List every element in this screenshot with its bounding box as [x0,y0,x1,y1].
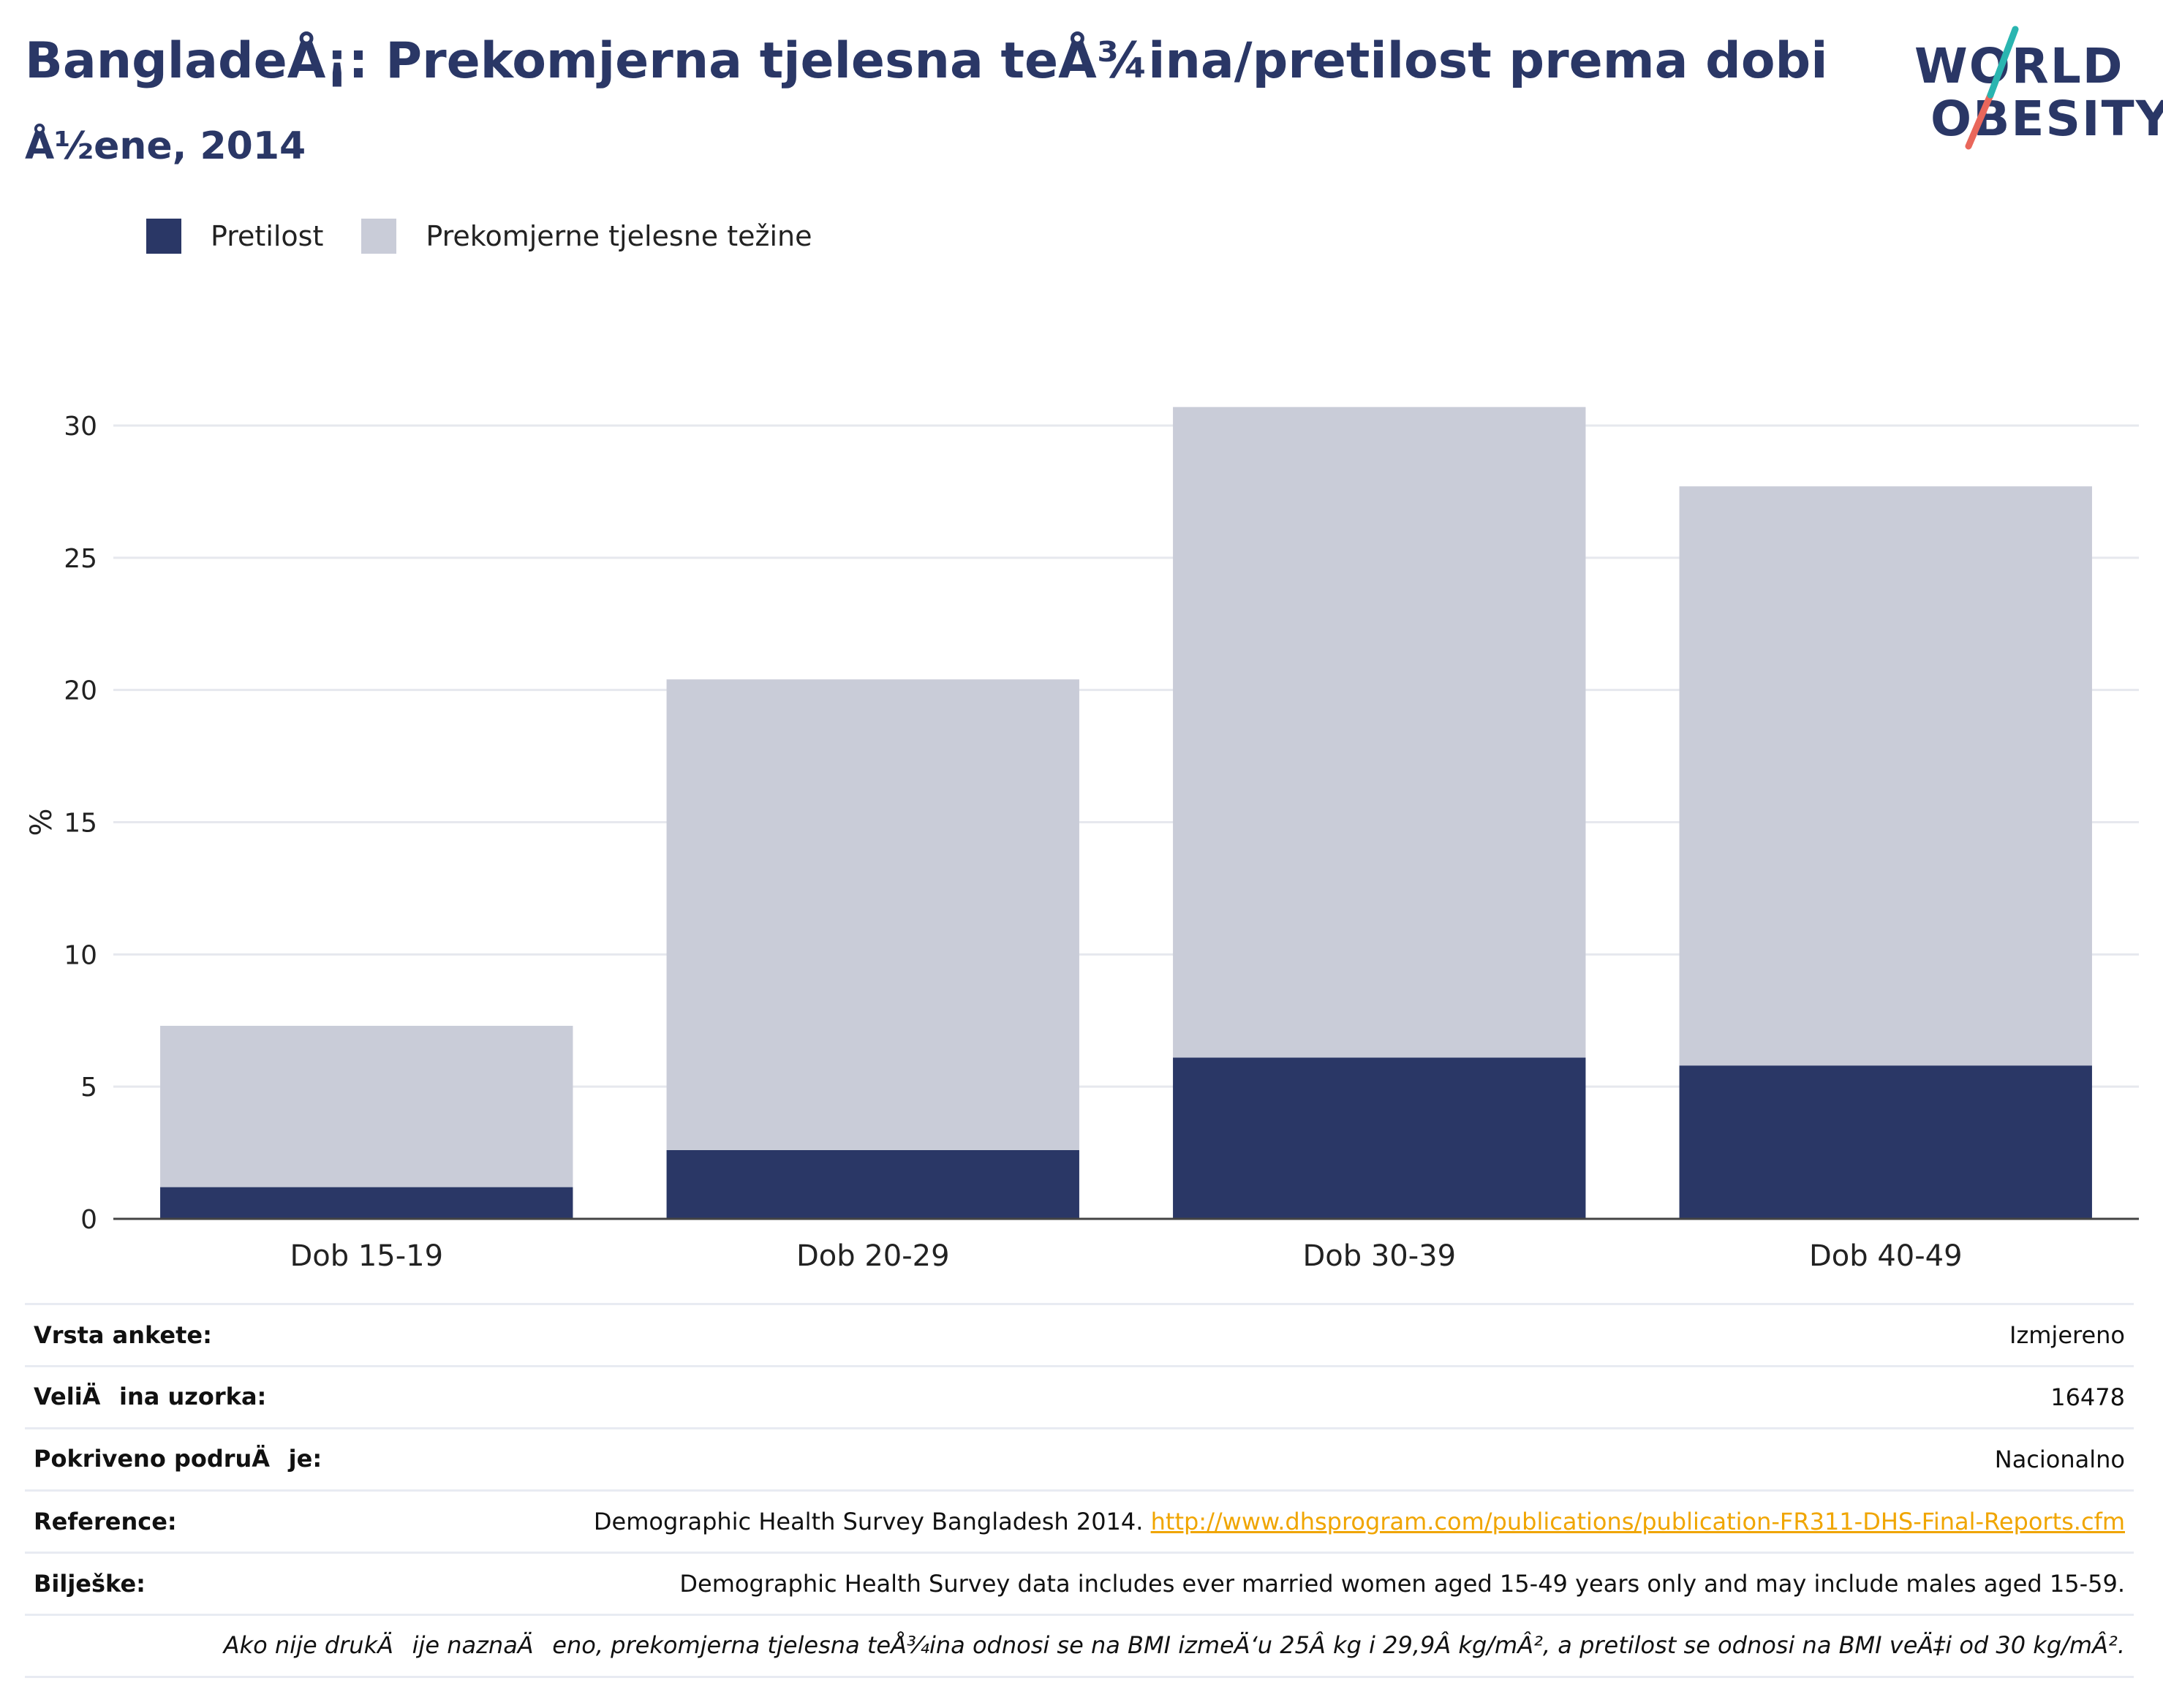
chart-legend: Pretilost Prekomjerne tjelesne težine [146,216,850,256]
x-tick-label: Dob 40-49 [1809,1239,1963,1273]
bar-obesity [666,1149,1079,1219]
bar-overweight [1173,407,1586,1058]
info-row-reference: Reference: Demographic Health Survey Ban… [25,1489,2134,1552]
bmi-definition-note: Ako nije drukÄije naznaÄeno, prekomjer… [25,1614,2134,1678]
x-tick-label: Dob 20-29 [796,1239,950,1273]
bar-overweight [1679,486,2092,1066]
bar-overweight [666,679,1079,1150]
y-tick-label: 25 [64,544,97,574]
bar-chart: 0 5 10 15 20 25 30% Dob 15-19 Dob 20-29 Dob 30-39… [25,407,2139,1273]
reference-text: Demographic Health Survey Bangladesh 201… [593,1508,1144,1535]
info-key: Bilješke: [34,1570,146,1598]
y-tick-label: 15 [64,809,97,839]
y-tick-label: 10 [64,940,97,970]
info-key: Reference: [34,1508,177,1535]
info-row-coverage: Pokriveno podruÄje: Nacionalno [25,1427,2134,1489]
y-tick-label: 30 [64,412,97,442]
x-tick-label: Dob 30-39 [1302,1239,1456,1273]
bar-obesity [1173,1057,1586,1219]
bar-obesity [160,1187,573,1219]
legend-swatch-overweight [361,219,397,254]
world-obesity-logo: WORLD OBESITY [1901,22,2163,154]
logo-text-line1: WORLD [1914,38,2124,94]
info-value: Demographic Health Survey data includes … [679,1570,2125,1598]
y-tick-label: 5 [80,1073,97,1103]
logo-text-line2: OBESITY [1930,91,2163,147]
info-value: Izmjereno [2009,1321,2125,1349]
info-row-survey-type: Vrsta ankete: Izmjereno [25,1303,2134,1365]
legend-label-obesity: Pretilost [211,220,324,252]
info-value: Nacionalno [1994,1446,2125,1473]
info-value: 16478 [2050,1383,2125,1411]
bar-overweight [160,1025,573,1187]
chart-subtitle: Å½ene, 2014 [25,124,306,168]
bar-obesity [1679,1065,2092,1219]
y-tick-label: 20 [64,676,97,706]
survey-info-table: Vrsta ankete: Izmjereno VeliÄina uzorka… [25,1303,2134,1678]
info-key: VeliÄina uzorka: [34,1382,267,1410]
info-value: Demographic Health Survey Bangladesh 201… [594,1508,2134,1535]
legend-swatch-obesity [146,219,181,254]
info-row-sample-size: VeliÄina uzorka: 16478 [25,1365,2134,1427]
reference-link[interactable]: http://www.dhsprogram.com/publications/p… [1150,1508,2125,1535]
legend-label-overweight: Prekomjerne tjelesne težine [426,220,812,252]
y-axis-title: % [25,808,58,836]
info-row-notes: Bilješke: Demographic Health Survey data… [25,1552,2134,1614]
info-key: Vrsta ankete: [34,1321,212,1349]
x-tick-label: Dob 15-19 [290,1239,443,1273]
info-key: Pokriveno podruÄje: [34,1444,322,1473]
y-tick-label: 0 [80,1205,97,1235]
logo-slash-icon [1965,26,2019,150]
chart-title: BangladeÅ¡: Prekomjerna tjelesna teÅ¾ina… [25,32,1828,90]
